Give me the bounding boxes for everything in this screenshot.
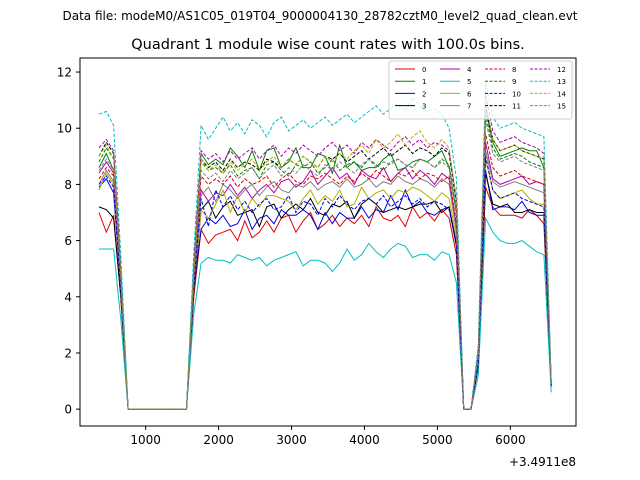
x-tick-label: 3000 xyxy=(276,433,307,447)
legend-box xyxy=(388,60,573,120)
y-tick-label: 2 xyxy=(64,346,72,360)
figure-suptitle: Data file: modeM0/AS1C05_019T04_90000041… xyxy=(62,9,577,23)
data-series xyxy=(98,80,552,410)
legend-label-3: 3 xyxy=(422,103,426,111)
x-tick-label: 6000 xyxy=(495,433,526,447)
y-tick-label: 12 xyxy=(57,66,72,80)
legend-label-12: 12 xyxy=(557,66,566,74)
y-tick-label: 4 xyxy=(64,290,72,304)
legend-label-8: 8 xyxy=(512,66,516,74)
y-tick-label: 10 xyxy=(57,122,72,136)
x-tick-label: 4000 xyxy=(349,433,380,447)
series-line-14 xyxy=(98,102,552,410)
legend-label-15: 15 xyxy=(557,103,566,111)
legend-label-9: 9 xyxy=(512,78,516,86)
x-tick-label: 2000 xyxy=(203,433,234,447)
legend-label-0: 0 xyxy=(422,66,426,74)
legend-label-5: 5 xyxy=(467,78,471,86)
legend-label-2: 2 xyxy=(422,90,426,98)
plot-area-frame xyxy=(79,57,577,427)
legend-label-6: 6 xyxy=(467,90,472,98)
x-tick-label: 5000 xyxy=(422,433,453,447)
y-tick-label: 8 xyxy=(64,178,72,192)
legend-label-14: 14 xyxy=(557,90,566,98)
chart-title: Quadrant 1 module wise count rates with … xyxy=(131,37,525,53)
series-line-15 xyxy=(98,119,552,410)
x-axis-offset-label: +3.4911e8 xyxy=(509,455,576,469)
x-tick-label: 1000 xyxy=(130,433,161,447)
legend-label-7: 7 xyxy=(467,103,471,111)
y-tick-label: 6 xyxy=(64,234,72,248)
series-line-13 xyxy=(98,80,552,410)
y-tick-label: 0 xyxy=(64,403,72,417)
legend-label-1: 1 xyxy=(422,78,426,86)
legend-label-4: 4 xyxy=(467,66,472,74)
legend-label-11: 11 xyxy=(512,103,521,111)
legend-label-13: 13 xyxy=(557,78,566,86)
legend-label-10: 10 xyxy=(512,90,521,98)
